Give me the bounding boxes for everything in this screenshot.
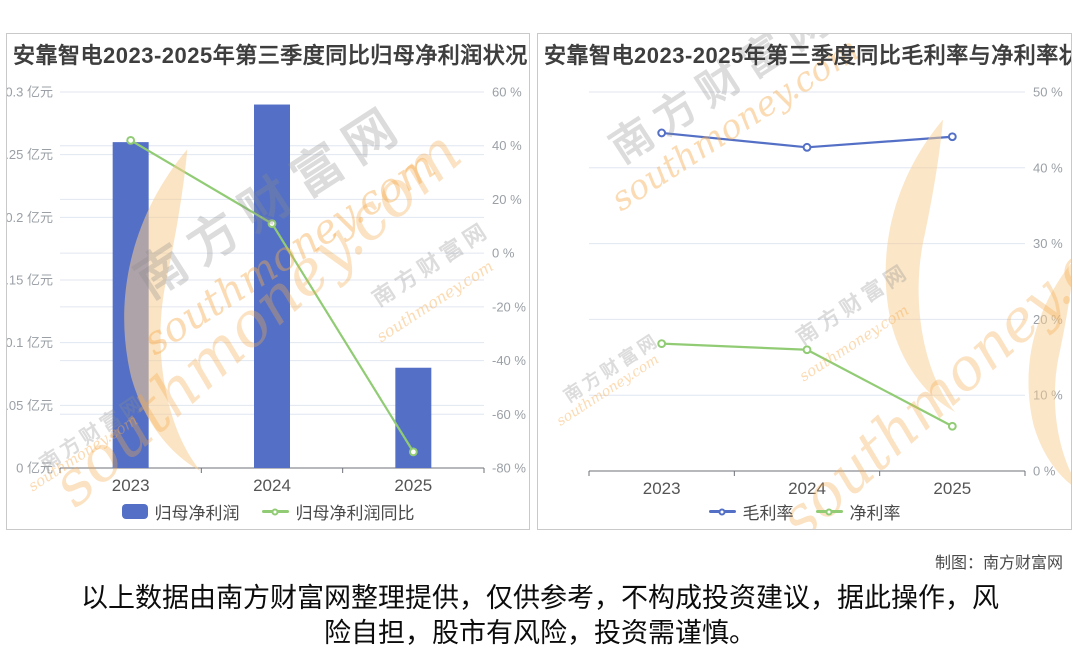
point-2025 (947, 421, 957, 431)
axis-tick-label: 20 % (1033, 312, 1063, 327)
axis-tick-label: 0.05 亿元 (7, 398, 53, 413)
legend-item-net-margin: 净利率 (815, 499, 901, 524)
axis-tick-label: 30 % (1033, 236, 1063, 251)
axis-tick-label: -40 % (492, 353, 526, 368)
disclaimer-line-2: 险自担，股市有风险，投资需谨慎。 (324, 618, 756, 648)
line-marker-icon (815, 508, 843, 515)
margins-chart-panel: 安靠智电2023-2025年第三季度同比毛利率与净利率状况 南方财富网 sout… (537, 33, 1072, 530)
axis-tick-label: 20 % (492, 192, 522, 207)
legend-label: 净利率 (849, 504, 901, 523)
axis-tick-label: 0.25 亿元 (7, 147, 53, 162)
legend-item-net-profit-yoy: 归母净利润同比 (261, 499, 415, 524)
point-2023 (657, 339, 667, 349)
axis-tick-label: 10 % (1033, 388, 1063, 403)
axis-tick-label: 0.15 亿元 (7, 273, 53, 288)
point-2025 (408, 447, 418, 457)
axis-tick-label: 0.1 亿元 (7, 335, 53, 350)
legend-label: 归母净利润 (154, 504, 240, 523)
bar-swatch-icon (121, 504, 148, 519)
axis-tick-label: 50 % (1033, 85, 1063, 100)
axis-tick-label: -20 % (492, 299, 526, 314)
disclaimer-line-1: 以上数据由南方财富网整理提供，仅供参考，不构成投资建议，据此操作，风 (81, 583, 999, 613)
legend-item-net-profit: 归母净利润 (121, 499, 240, 524)
point-2023 (126, 135, 136, 145)
right-chart-legend: 毛利率 净利率 (538, 499, 1071, 524)
point-2024 (802, 142, 812, 152)
axis-tick-label: 0 % (1033, 464, 1056, 479)
left-chart-title: 安靠智电2023-2025年第三季度同比归母净利润状况 (13, 43, 528, 68)
legend-label: 毛利率 (742, 504, 794, 523)
axis-tick-label: 0.2 亿元 (7, 210, 53, 225)
axis-tick-label: 0.3 亿元 (7, 85, 53, 100)
category-label-2025: 2025 (394, 476, 432, 495)
net-profit-chart-panel: 安靠智电2023-2025年第三季度同比归母净利润状况 南方财富网 southm… (6, 33, 530, 530)
point-2024 (267, 219, 277, 229)
axis-tick-label: -80 % (492, 461, 526, 476)
line-marker-icon (261, 508, 289, 515)
axis-tick-label: 0 % (492, 246, 515, 261)
series-line (661, 342, 953, 428)
net-profit-chart: 0 亿元 0.05 亿元 0.1 亿元 0.15 亿元 0.2 亿元 0.25 亿元 0.3… (7, 85, 526, 496)
point-2025 (947, 132, 957, 142)
bar-2023 (112, 142, 149, 468)
category-label-2024: 2024 (788, 479, 826, 498)
right-chart-title: 安靠智电2023-2025年第三季度同比毛利率与净利率状况 (544, 43, 1072, 68)
category-label-2023: 2023 (643, 479, 681, 498)
margins-chart: 0 % 10 % 20 % 30 % 40 % 50 % 2023 2024 2025 (588, 85, 1063, 498)
category-label-2025: 2025 (933, 479, 971, 498)
bar-2024 (254, 104, 290, 469)
axis-tick-label: 40 % (1033, 160, 1063, 175)
line-marker-icon (708, 508, 736, 515)
chart-credit: 制图：南方财富网 (934, 555, 1063, 572)
point-2023 (657, 128, 667, 138)
axis-tick-label: 0 亿元 (16, 461, 53, 476)
point-2024 (802, 345, 812, 355)
category-label-2023: 2023 (112, 476, 150, 495)
disclaimer-text: 以上数据由南方财富网整理提供，仅供参考，不构成投资建议，据此操作，风 险自担，股… (0, 581, 1080, 651)
axis-tick-label: -60 % (492, 407, 526, 422)
legend-label: 归母净利润同比 (295, 504, 415, 523)
legend-item-gross-margin: 毛利率 (708, 499, 794, 524)
axis-tick-label: 40 % (492, 138, 522, 153)
axis-tick-label: 60 % (492, 85, 522, 100)
left-chart-legend: 归母净利润 归母净利润同比 (7, 499, 529, 524)
category-label-2024: 2024 (253, 476, 291, 495)
